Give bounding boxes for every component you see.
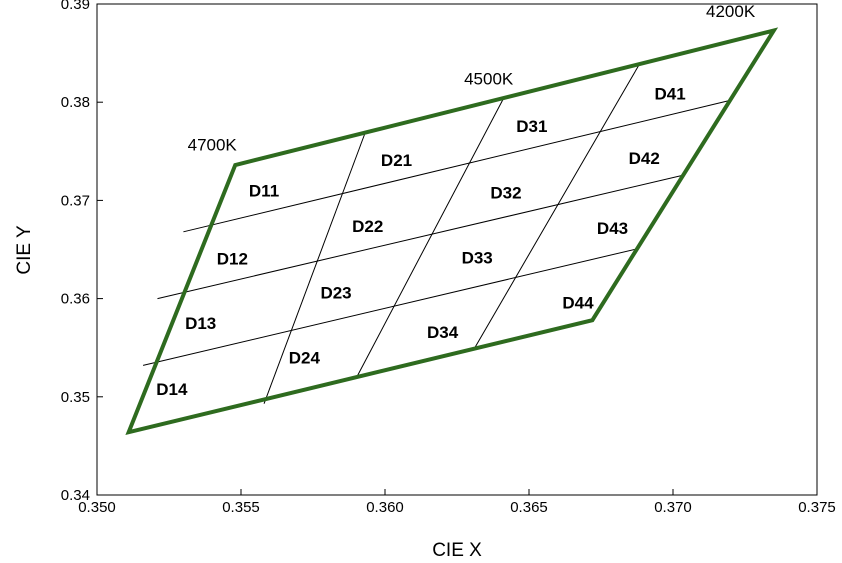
bin-label: D21: [381, 151, 412, 170]
x-tick-label: 0.355: [222, 499, 260, 516]
x-axis-title: CIE X: [432, 540, 482, 561]
y-tick-label: 0.35: [61, 389, 90, 406]
bin-divider-line: [183, 99, 731, 233]
bin-label: D32: [490, 184, 521, 203]
bin-label: D14: [156, 380, 188, 399]
x-tick-label: 0.360: [366, 499, 404, 516]
bin-label: D43: [597, 219, 628, 238]
bin-label: D24: [289, 349, 321, 368]
y-axis-ticks: 0.34 0.35 0.36 0.37 0.38 0.39: [61, 0, 103, 504]
x-tick-label: 0.350: [78, 499, 116, 516]
y-tick-label: 0.38: [61, 94, 90, 111]
bin-label: D31: [516, 117, 547, 136]
bin-label: D22: [352, 217, 383, 236]
bin-grid-lines: [142, 65, 731, 404]
bin-divider-line: [142, 248, 639, 366]
cct-labels: 4700K 4500K 4200K: [188, 2, 756, 155]
cct-label: 4700K: [188, 135, 238, 154]
bin-divider-line: [473, 65, 639, 349]
bin-label: D12: [217, 249, 248, 268]
cct-label: 4200K: [706, 2, 756, 21]
x-axis-ticks: 0.350 0.355 0.360 0.365 0.370 0.375: [78, 489, 836, 516]
plot-frame: [96, 3, 818, 496]
bin-label: D11: [249, 182, 279, 201]
bin-label: D42: [629, 149, 660, 168]
cct-label: 4500K: [464, 70, 514, 89]
bin-label: D34: [427, 323, 459, 342]
y-tick-label: 0.39: [61, 0, 90, 13]
bin-label: D41: [655, 84, 686, 103]
bin-label: D13: [185, 314, 216, 333]
bin-divider-line: [263, 133, 366, 404]
bin-label: D44: [562, 294, 594, 313]
bin-labels: D11 D21 D31 D41 D12 D22 D32 D42 D13 D23 D33 D43 D14 D…: [156, 84, 685, 399]
x-tick-label: 0.365: [510, 499, 548, 516]
bin-outline-quadrangle: [125, 27, 779, 436]
y-axis-title: CIE Y: [14, 225, 35, 275]
y-tick-label: 0.36: [61, 291, 90, 308]
bin-label: D33: [462, 248, 493, 267]
bin-label: D23: [320, 284, 351, 303]
x-tick-label: 0.375: [798, 499, 836, 516]
x-tick-label: 0.370: [654, 499, 692, 516]
y-tick-label: 0.37: [61, 192, 90, 209]
y-tick-label: 0.34: [61, 487, 90, 504]
bin-divider-line: [157, 174, 685, 300]
bin-divider-line: [355, 99, 504, 379]
